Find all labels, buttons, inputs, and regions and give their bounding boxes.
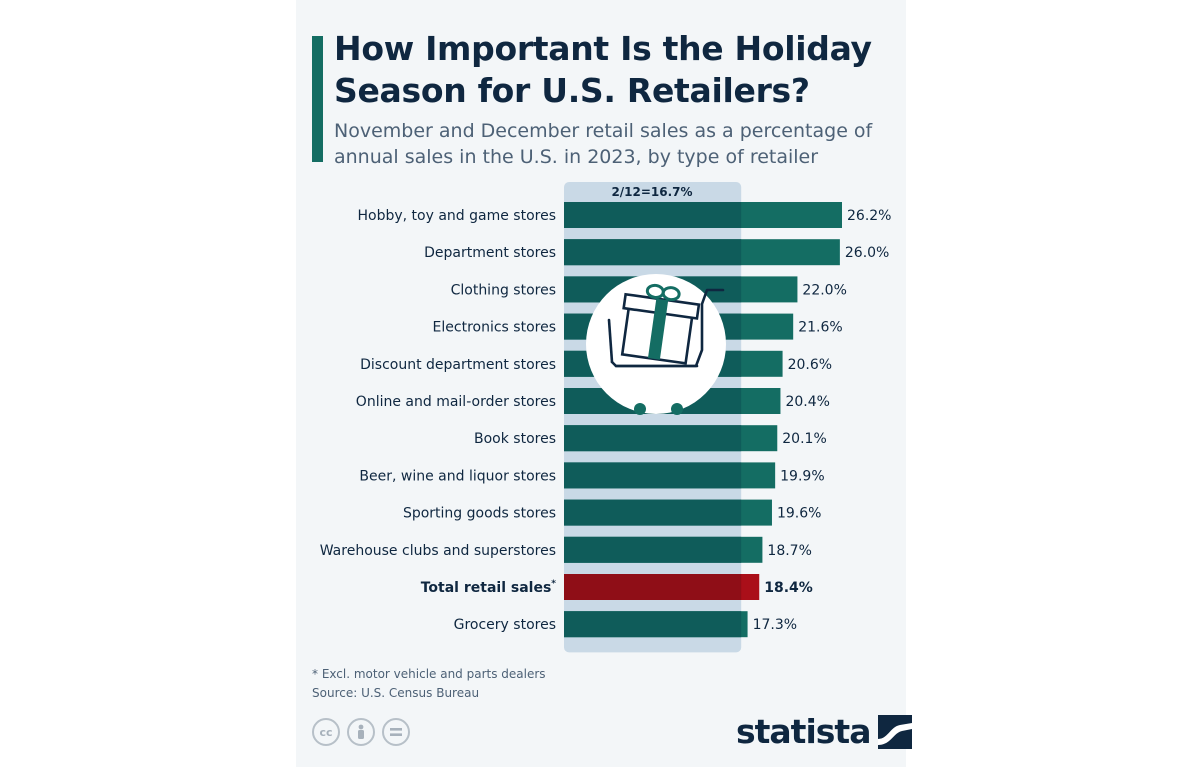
bar-row: Grocery stores 17.3% — [454, 611, 797, 638]
bar-band-overlay — [564, 499, 742, 526]
by-icon[interactable] — [347, 718, 375, 746]
infographic-card: How Important Is the Holiday Season for … — [296, 0, 913, 767]
bar-band-overlay — [564, 425, 742, 452]
bar-band-overlay — [564, 239, 742, 266]
category-label: Electronics stores — [433, 320, 556, 336]
category-label: Beer, wine and liquor stores — [359, 468, 556, 484]
category-label: Clothing stores — [451, 282, 556, 298]
bar-row: Sporting goods stores 19.6% — [403, 499, 821, 526]
bar-row: Hobby, toy and game stores 26.2% — [357, 202, 891, 228]
bar-row: Online and mail-order stores 20.4% — [356, 388, 830, 414]
logo-wordmark: statista — [736, 712, 871, 751]
value-label: 26.2% — [847, 208, 891, 224]
category-label: Hobby, toy and game stores — [357, 208, 556, 224]
category-label: Online and mail-order stores — [356, 394, 556, 410]
value-label: 21.6% — [798, 320, 842, 336]
bar-band-overlay — [564, 536, 742, 563]
value-label: 20.4% — [785, 394, 829, 410]
category-label: Book stores — [474, 431, 556, 447]
value-label: 17.3% — [753, 617, 797, 633]
bar-band-overlay — [564, 611, 742, 638]
value-label: 18.4% — [764, 580, 813, 596]
category-label: Department stores — [424, 245, 556, 261]
accent-bar — [312, 36, 323, 162]
total-marker: * — [551, 579, 556, 589]
bars-layer: Hobby, toy and game stores 26.2% Departmen… — [320, 202, 891, 638]
value-label: 20.1% — [782, 431, 826, 447]
value-label: 20.6% — [788, 357, 832, 373]
value-label: 22.0% — [802, 282, 846, 298]
category-label: Discount department stores — [360, 357, 556, 373]
value-label: 26.0% — [845, 245, 889, 261]
value-label: 19.9% — [780, 468, 824, 484]
value-label: 19.6% — [777, 506, 821, 522]
value-label: 18.7% — [767, 543, 811, 559]
reference-label: 2/12=16.7% — [611, 185, 693, 199]
chart-subtitle: November and December retail sales as a … — [334, 120, 873, 168]
cc-icon[interactable]: cc — [312, 718, 340, 746]
bar-band-overlay — [564, 462, 742, 489]
bar-row: Book stores 20.1% — [474, 425, 827, 452]
chart-title: How Important Is the Holiday Season for … — [334, 29, 872, 110]
category-label: Grocery stores — [454, 617, 556, 633]
bar-row: Total retail sales* 18.4% — [421, 574, 813, 600]
category-label: Total retail sales* — [421, 579, 557, 596]
bar-row: Beer, wine and liquor stores 19.9% — [359, 462, 825, 489]
bar-row: Warehouse clubs and superstores 18.7% — [320, 536, 812, 563]
license-icons: cc — [312, 718, 410, 746]
footnote: * Excl. motor vehicle and parts dealers — [312, 667, 546, 681]
source-note: Source: U.S. Census Bureau — [312, 686, 480, 700]
bar-chart: Hobby, toy and game stores 26.2% Departmen… — [320, 182, 891, 653]
shopping-cart-gift-icon — [586, 274, 726, 415]
category-label: Warehouse clubs and superstores — [320, 543, 556, 559]
bar-band-overlay — [564, 202, 742, 228]
category-label: Sporting goods stores — [403, 506, 556, 522]
statista-logo[interactable]: statista — [736, 712, 913, 752]
bar-row: Department stores 26.0% — [424, 239, 889, 266]
nd-icon[interactable] — [382, 718, 410, 746]
statista-logo-icon — [878, 715, 913, 749]
bar-band-overlay — [564, 574, 742, 600]
